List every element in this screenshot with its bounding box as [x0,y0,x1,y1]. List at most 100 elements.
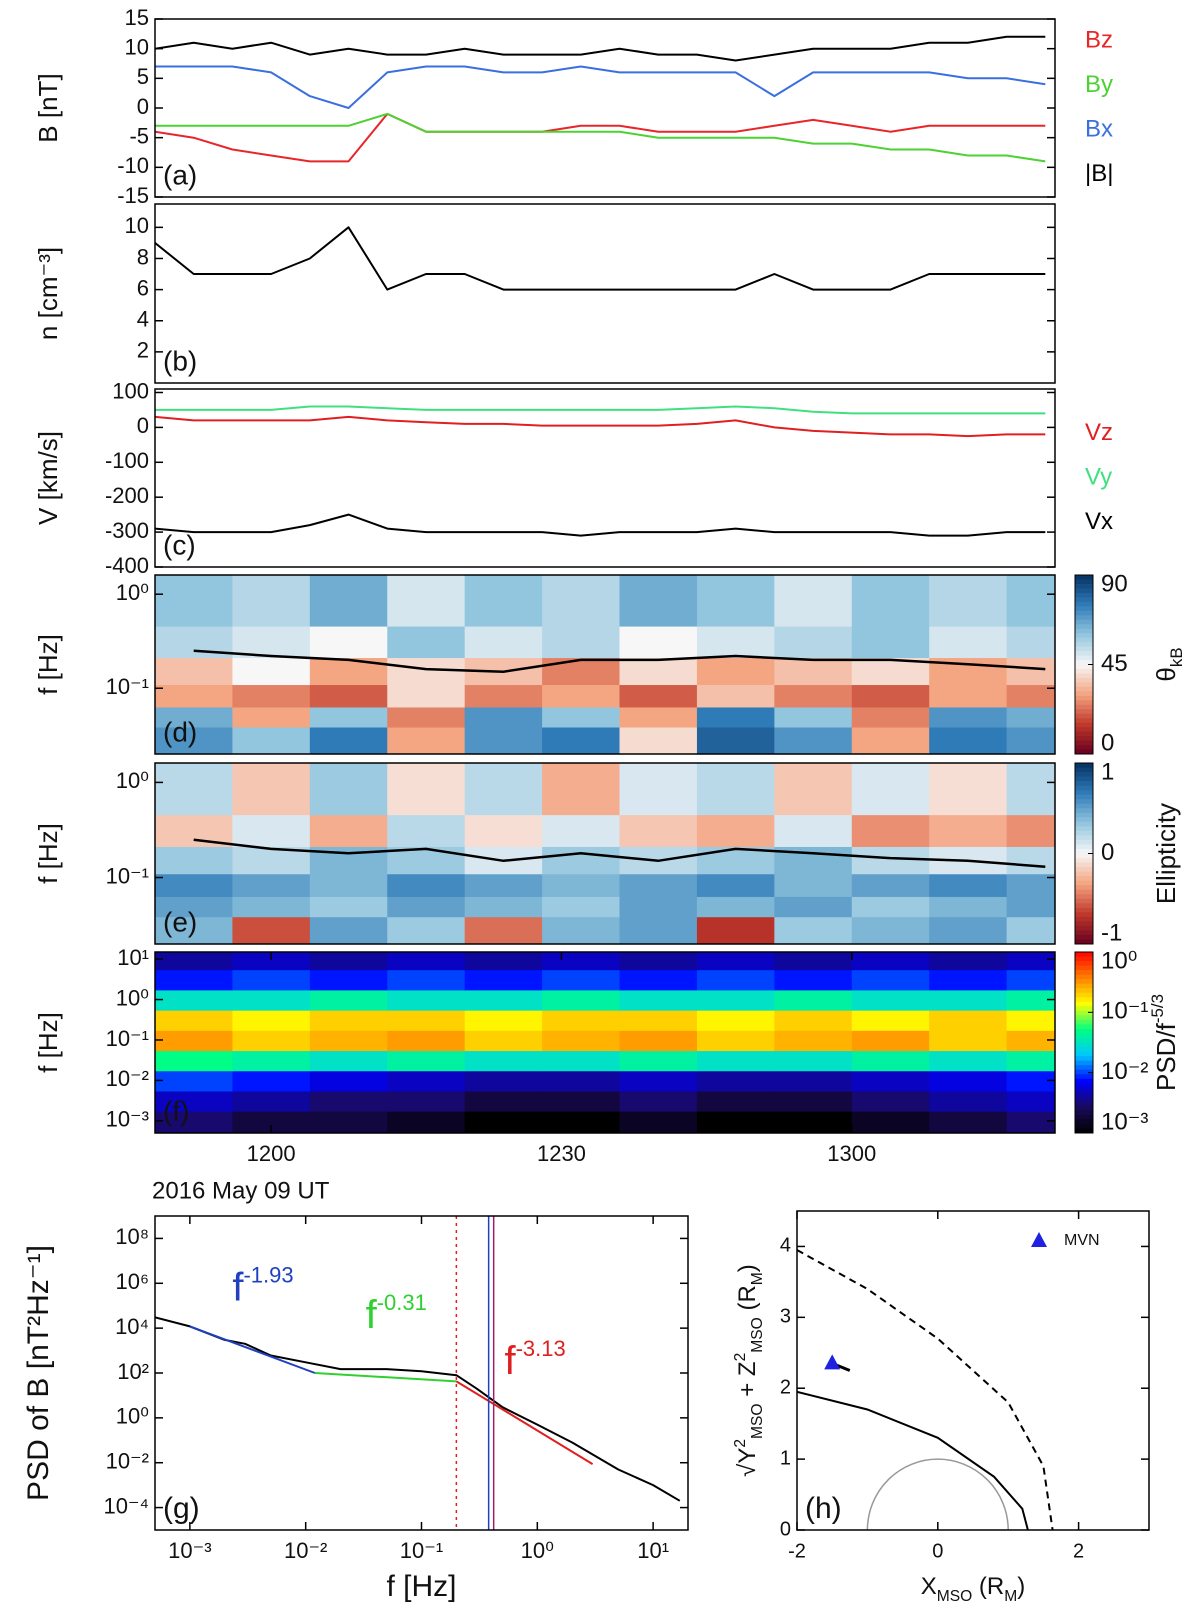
heatmap-cell [309,989,388,1011]
colorbar-step [1075,718,1093,724]
y-tick-label: -300 [105,518,149,543]
heatmap-cell [851,1030,930,1052]
y-axis-label: f [Hz] [33,1012,63,1073]
colorbar-step [1075,740,1093,746]
colorbar-step [1075,745,1093,751]
heatmap-cell [929,873,1008,897]
colorbar-step [1075,1114,1093,1120]
heatmap-cell [542,684,621,708]
heatmap-cell [232,706,311,728]
colorbar-step [1075,997,1093,1003]
heatmap-cell [155,575,233,627]
heatmap-cell [387,575,466,627]
heatmap-cell [387,706,466,728]
heatmap-cell [387,1070,466,1092]
colorbar-step [1075,790,1093,796]
heatmap-cell [851,1090,930,1112]
heatmap-cell [696,896,775,918]
y-axis-label: n [cm⁻³] [33,247,63,340]
heatmap-cell [929,575,1008,627]
heatmap-cell [155,1010,233,1031]
colorbar-label: Ellipticity [1151,803,1181,904]
colorbar-tick-label: 45 [1101,650,1128,677]
axes-frame [796,1210,1150,1531]
colorbar-step [1075,1105,1093,1111]
panel-label: (b) [163,345,197,376]
label-part: θ [1151,667,1181,681]
colorbar-step [1075,974,1093,980]
heatmap-cell [387,969,466,991]
heatmap-cell [542,969,621,991]
heatmap-cell [155,684,233,708]
colorbar-step [1075,749,1093,755]
colorbar-tick-label: 10⁰ [1101,947,1137,974]
heatmap-cell [1006,684,1055,708]
heatmap-cell [851,763,930,816]
heatmap-cell [232,873,311,897]
colorbar-label: θkB [1151,647,1186,681]
series-line [155,112,1046,163]
colorbar-step [1075,651,1093,657]
colorbar-tick-label: 10⁻³ [1101,1108,1148,1135]
frequency-line [193,649,1046,673]
colorbar-step [1075,1123,1093,1129]
heatmap-cell [774,727,853,754]
fit-base: f [232,1265,244,1309]
heatmap-cell [851,1070,930,1092]
heatmap-cell [851,989,930,1011]
colorbar-step [1075,1065,1093,1071]
colorbar-step [1075,763,1093,769]
heatmap-cell [155,657,233,686]
heatmap-cell [232,896,311,918]
plot-area [155,226,1046,291]
heatmap-cell [851,1111,930,1133]
colorbar-step [1075,808,1093,814]
x-tick-label: -2 [788,1540,806,1562]
colorbar-step [1075,575,1093,580]
colorbar-step [1075,880,1093,886]
colorbar-step [1075,894,1093,900]
heatmap-cell [696,1070,775,1092]
heatmap-cell [774,626,853,659]
colorbar-tick-label: 10⁻² [1101,1058,1148,1085]
heatmap-cell [774,1070,853,1092]
heatmap-cell [542,916,621,944]
colorbar-step [1075,668,1093,674]
colorbar-step [1075,871,1093,877]
colorbar-step [1075,1069,1093,1075]
colorbar-step [1075,1033,1093,1039]
heatmap-cell [542,1111,621,1133]
label-part: √ [734,1463,761,1477]
heatmap-cell [851,575,930,627]
heatmap-cell [774,657,853,686]
heatmap-cell [696,969,775,991]
heatmap-cell [232,1090,311,1112]
colorbar-step [1075,624,1093,630]
colorbar-step [1075,628,1093,634]
colorbar-step [1075,691,1093,697]
y-tick-label: 10 [125,34,149,59]
label-part: MSO [749,1317,766,1353]
colorbar-step [1075,655,1093,661]
colorbar-step [1075,799,1093,805]
heatmap-cell [232,1070,311,1092]
colorbar-step [1075,907,1093,913]
legend-entry: Vz [1085,419,1113,446]
heatmap-cell [929,1010,1008,1031]
heatmap-cell [696,989,775,1011]
y-tick-label: 10⁻⁴ [103,1493,149,1518]
colorbar-tick-label: 1 [1101,758,1114,785]
heatmap-cell [464,1030,543,1052]
heatmap-cell [619,873,698,897]
heatmap-cell [464,626,543,659]
label-part: M [749,1272,766,1285]
colorbar-step [1075,862,1093,868]
heatmap-cell [619,1090,698,1112]
colorbar-tick-label: 90 [1101,570,1128,597]
fit-exponent: -1.93 [243,1263,293,1288]
heatmap-cell [387,763,466,816]
colorbar-step [1075,1074,1093,1080]
colorbar-step [1075,1128,1093,1134]
y-axis-label: B [nT] [33,73,63,142]
heatmap-cell [619,989,698,1011]
